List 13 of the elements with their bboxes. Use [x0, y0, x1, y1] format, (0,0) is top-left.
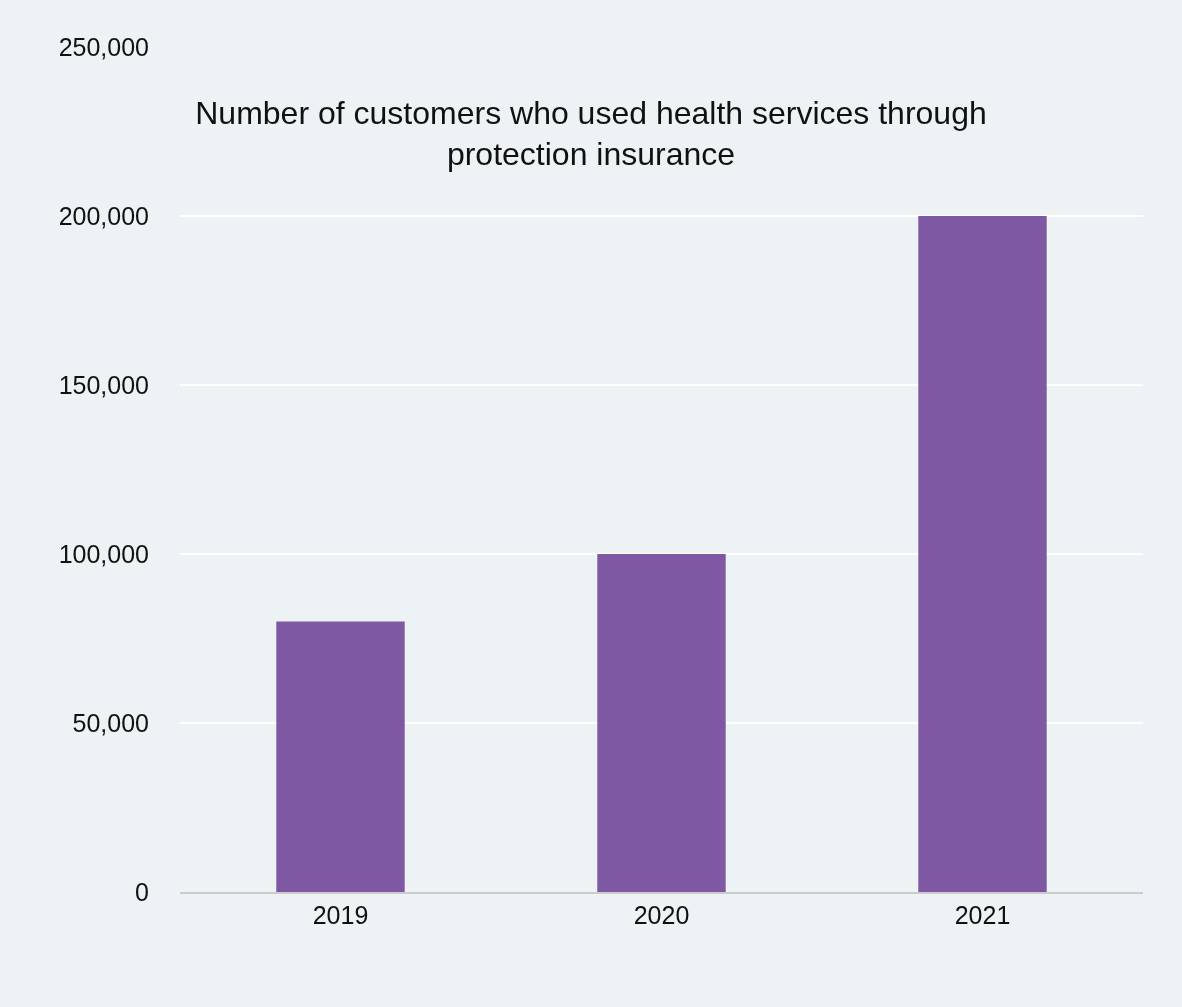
- text: Number of customers who used health services through protection insurance: [195, 94, 987, 173]
- bar: [597, 554, 726, 892]
- y-tick-label: 200,000: [58, 201, 149, 230]
- y-tick-label: 50,000: [72, 708, 149, 737]
- bar: [918, 216, 1047, 892]
- y-tick-label: 250,000: [58, 32, 149, 61]
- bar: [276, 621, 405, 892]
- x-tick-label: 2019: [312, 900, 369, 929]
- y-tick-label: 100,000: [58, 539, 149, 568]
- y-tick-label: 0: [135, 877, 149, 906]
- x-tick-label: 2020: [633, 900, 690, 929]
- y-tick-label: 150,000: [58, 370, 149, 399]
- x-tick-label: 2021: [954, 900, 1011, 929]
